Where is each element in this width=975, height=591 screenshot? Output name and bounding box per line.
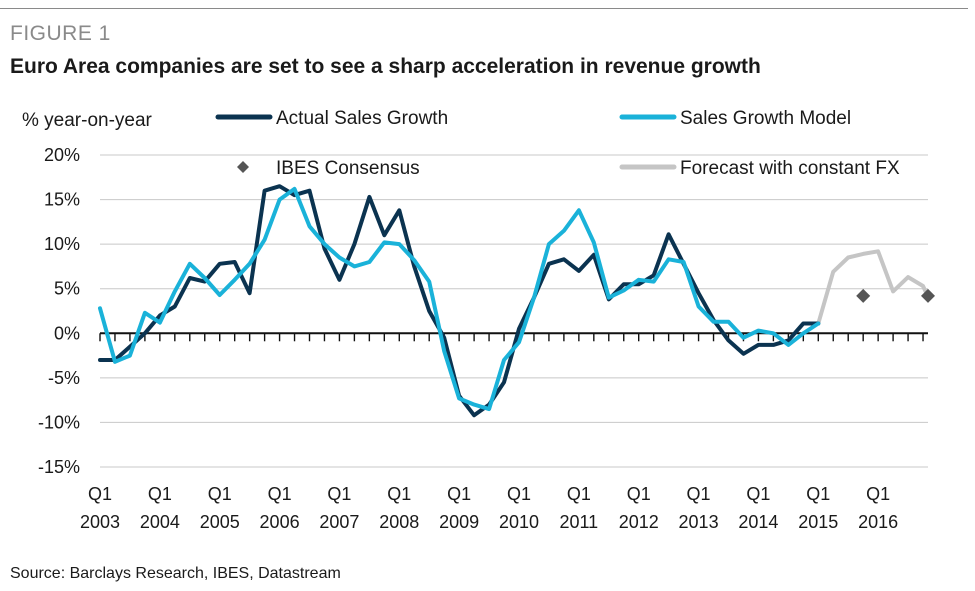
series-lines bbox=[98, 184, 930, 418]
legend: Actual Sales Growth Sales Growth Model IBE… bbox=[215, 108, 900, 179]
x-tick-label-quarter: Q1 bbox=[806, 484, 830, 504]
x-tick-label-year: 2015 bbox=[798, 512, 838, 532]
chart-title: Euro Area companies are set to see a sha… bbox=[10, 55, 761, 78]
top-rule bbox=[0, 8, 968, 9]
y-tick-label: 15% bbox=[44, 190, 80, 210]
x-tick-label-year: 2010 bbox=[499, 512, 539, 532]
x-tick-label-year: 2004 bbox=[140, 512, 180, 532]
x-tick-label-year: 2013 bbox=[679, 512, 719, 532]
y-tick-label: -10% bbox=[38, 412, 80, 432]
y-tick-label: -5% bbox=[48, 368, 80, 388]
y-tick-label: 0% bbox=[54, 323, 80, 343]
series-model-line bbox=[98, 186, 821, 412]
x-tick-label-year: 2009 bbox=[439, 512, 479, 532]
ibes-consensus-marker bbox=[921, 288, 935, 303]
legend-label-ibes: IBES Consensus bbox=[276, 158, 420, 179]
x-axis: Q1 2003 Q1 2004 Q1 2005 Q1 2006 Q1 2007 Q1 2008 Q1 20… bbox=[80, 332, 928, 532]
x-tick-label-quarter: Q1 bbox=[866, 484, 890, 504]
x-tick-label-quarter: Q1 bbox=[627, 484, 651, 504]
x-tick-label-year: 2007 bbox=[319, 512, 359, 532]
x-tick-label-year: 2003 bbox=[80, 512, 120, 532]
x-tick-label-year: 2016 bbox=[858, 512, 898, 532]
x-tick-label-quarter: Q1 bbox=[567, 484, 591, 504]
series-forecast-line bbox=[816, 249, 930, 326]
x-tick-label-year: 2008 bbox=[379, 512, 419, 532]
x-tick-label-year: 2014 bbox=[738, 512, 778, 532]
figure-label: FIGURE 1 bbox=[10, 22, 111, 45]
x-tick-label-quarter: Q1 bbox=[327, 484, 351, 504]
ibes-markers bbox=[856, 288, 935, 303]
x-tick-label-year: 2012 bbox=[619, 512, 659, 532]
x-tick-label-quarter: Q1 bbox=[447, 484, 471, 504]
x-tick-label-quarter: Q1 bbox=[507, 484, 531, 504]
source-note: Source: Barclays Research, IBES, Datastr… bbox=[10, 565, 341, 582]
legend-label-model: Sales Growth Model bbox=[680, 108, 851, 129]
x-tick-label-quarter: Q1 bbox=[268, 484, 292, 504]
x-tick-label-quarter: Q1 bbox=[746, 484, 770, 504]
x-tick-label-quarter: Q1 bbox=[387, 484, 411, 504]
gridlines bbox=[100, 154, 928, 468]
legend-label-forecast: Forecast with constant FX bbox=[680, 158, 900, 179]
line-chart: 20% 15% 10% 5% 0% -5% -10% -15% Q1 2003 Q1 2004 Q1 2… bbox=[22, 108, 935, 532]
x-tick-label-year: 2011 bbox=[559, 512, 598, 532]
y-tick-labels: 20% 15% 10% 5% 0% -5% -10% -15% bbox=[38, 145, 80, 477]
y-axis-label: % year-on-year bbox=[22, 110, 153, 131]
y-tick-label: -15% bbox=[38, 457, 80, 477]
legend-swatch-ibes bbox=[237, 161, 249, 173]
legend-label-actual: Actual Sales Growth bbox=[276, 108, 448, 129]
x-tick-label-quarter: Q1 bbox=[208, 484, 232, 504]
y-tick-label: 5% bbox=[54, 279, 80, 299]
x-tick-label-quarter: Q1 bbox=[687, 484, 711, 504]
x-tick-label-quarter: Q1 bbox=[88, 484, 112, 504]
x-tick-label-quarter: Q1 bbox=[148, 484, 172, 504]
ibes-consensus-marker bbox=[856, 288, 871, 303]
y-tick-label: 20% bbox=[44, 145, 80, 165]
series-actual-line bbox=[98, 184, 821, 418]
y-tick-label: 10% bbox=[44, 234, 80, 254]
x-tick-label-year: 2006 bbox=[260, 512, 300, 532]
x-tick-label-year: 2005 bbox=[200, 512, 240, 532]
